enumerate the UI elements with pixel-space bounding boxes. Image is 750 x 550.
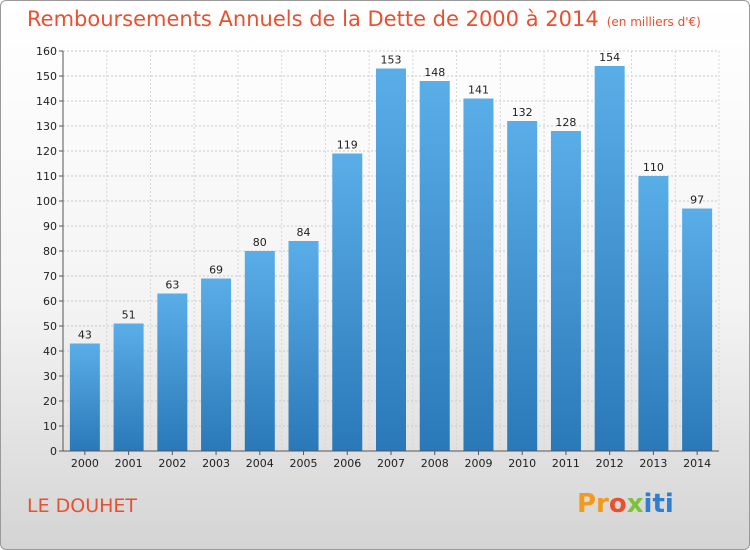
y-tick-label: 40 [43,345,57,358]
value-label: 153 [381,54,402,67]
x-tick-label: 2006 [333,457,361,470]
value-label: 119 [337,139,358,152]
x-tick-label: 2000 [71,457,99,470]
chart-title: Remboursements Annuels de la Dette de 20… [27,7,701,31]
value-label: 43 [78,329,92,342]
bars: 43 51 63 69 80 84 119 153 148 141 132 128 154 110 97 [69,51,713,451]
y-tick-label: 90 [43,220,57,233]
value-label: 148 [424,66,445,79]
y-tick-label: 60 [43,295,57,308]
x-tick-label: 2013 [639,457,667,470]
bar-2006 [332,153,363,451]
y-tick-label: 20 [43,395,57,408]
x-tick-label: 2004 [246,457,274,470]
x-tick-label: 2005 [290,457,318,470]
y-tick-label: 160 [36,45,57,58]
logo-part-2: o [608,489,627,519]
bar-2002 [157,293,188,451]
x-tick-label: 2011 [552,457,580,470]
axes: 0 10 20 30 40 50 60 70 80 90 100 110 120 130 140 150 160… [36,45,719,470]
value-label: 128 [555,116,576,129]
logo-part-1: Pr [577,489,609,519]
y-tick-label: 120 [36,145,57,158]
y-tick-label: 100 [36,195,57,208]
y-tick-label: 80 [43,245,57,258]
x-tick-label: 2007 [377,457,405,470]
y-tick-label: 0 [50,445,57,458]
x-tick-label: 2003 [202,457,230,470]
y-tick-label: 130 [36,120,57,133]
bar-2010 [507,121,538,451]
bar-2014 [682,208,713,451]
bar-2007 [376,68,406,451]
x-tick-label: 2002 [158,457,186,470]
proxiti-logo[interactable]: Proxiti [577,489,674,519]
commune-name: LE DOUHET [27,495,138,517]
value-label: 110 [643,161,664,174]
y-tick-label: 30 [43,370,57,383]
y-tick-label: 140 [36,95,57,108]
value-label: 97 [690,194,704,207]
x-tick-label: 2010 [508,457,536,470]
y-tick-label: 50 [43,320,57,333]
bar-2008 [419,81,450,451]
bar-2005 [288,241,319,451]
logo-part-3: x [626,489,644,519]
value-label: 154 [599,51,620,64]
chart-unit: (en milliers d'€) [606,15,701,29]
value-label: 141 [468,84,489,97]
bar-2000 [69,343,100,451]
bar-2011 [550,131,581,451]
x-tick-label: 2001 [115,457,143,470]
value-label: 51 [122,309,136,322]
value-label: 84 [297,226,311,239]
logo-part-4: iti [643,489,674,519]
bar-2009 [463,98,494,451]
y-tick-label: 110 [36,170,57,183]
bar-2003 [201,278,232,451]
y-tick-label: 10 [43,420,57,433]
x-tick-label: 2009 [464,457,492,470]
chart-title-text: Remboursements Annuels de la Dette de 20… [27,7,599,31]
x-tick-label: 2012 [596,457,624,470]
value-label: 69 [209,264,223,277]
bar-2004 [244,251,275,451]
bar-2001 [113,323,144,451]
value-label: 63 [165,279,179,292]
x-tick-label: 2008 [421,457,449,470]
value-label: 80 [253,236,267,249]
value-label: 132 [512,106,533,119]
x-tick-label: 2014 [683,457,711,470]
bar-2013 [638,176,669,451]
y-tick-label: 70 [43,270,57,283]
bar-2012 [594,66,625,451]
y-tick-label: 150 [36,70,57,83]
